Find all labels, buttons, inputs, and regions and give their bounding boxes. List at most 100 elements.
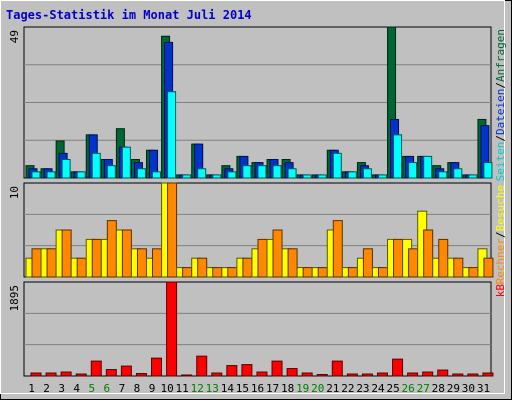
- chart-panels: 49 Seiten/Dateien/Anfragen 10 Rechner/Besuc…: [8, 26, 507, 377]
- bar-rechner-day-26: [408, 248, 419, 278]
- x-tick-label-day-31: 31: [477, 382, 490, 395]
- y-max-label: 10: [8, 186, 21, 199]
- x-tick-label-day-9: 9: [149, 382, 156, 395]
- x-tick-label-day-10: 10: [160, 382, 173, 395]
- x-tick-label-day-28: 28: [432, 382, 445, 395]
- x-tick-label-day-30: 30: [462, 382, 475, 395]
- bar-rechner-day-30: [468, 267, 479, 278]
- bar-kb-day-10: [166, 281, 178, 377]
- bar-seiten-day-25: [393, 134, 403, 179]
- x-tick-label-day-3: 3: [58, 382, 65, 395]
- bar-rechner-day-22: [347, 267, 358, 278]
- side-legend-part: kB: [494, 284, 507, 298]
- bar-rechner-day-6: [106, 220, 117, 278]
- side-legend-label: kB: [494, 284, 507, 298]
- bar-rechner-day-28: [438, 238, 449, 278]
- bar-seiten-day-17: [272, 165, 282, 179]
- bar-seiten-day-13: [212, 174, 222, 179]
- bar-seiten-day-21: [332, 152, 342, 179]
- bar-kb-day-6: [105, 369, 117, 377]
- bar-kb-day-30: [467, 373, 479, 377]
- chart-title: Tages-Statistik im Monat Juli 2014: [6, 8, 252, 22]
- bar-seiten-day-26: [408, 162, 418, 179]
- side-legend-part: /: [494, 231, 507, 238]
- bar-seiten-day-19: [302, 174, 312, 179]
- chart-inner-highlight: [0, 0, 505, 394]
- side-legend-part: Besuche: [494, 185, 507, 231]
- side-legend-label: Rechner/Besuche: [494, 185, 507, 284]
- bar-rechner-day-17: [272, 229, 283, 278]
- x-tick-label-day-4: 4: [73, 382, 80, 395]
- x-tick-label-day-17: 17: [266, 382, 279, 395]
- bar-rechner-day-16: [257, 238, 268, 278]
- bar-seiten-day-31: [483, 162, 493, 179]
- bar-rechner-day-27: [423, 229, 434, 278]
- bar-rechner-day-15: [242, 257, 253, 278]
- bar-kb-day-28: [437, 369, 449, 377]
- bar-seiten-day-6: [106, 165, 116, 179]
- bar-seiten-day-4: [76, 171, 86, 179]
- y-max-label: 1895: [8, 285, 21, 312]
- bar-rechner-day-24: [377, 267, 388, 278]
- x-tick-label-day-27: 27: [417, 382, 430, 395]
- bar-kb-day-1: [30, 372, 42, 377]
- bar-kb-day-2: [45, 372, 57, 377]
- x-tick-label-day-15: 15: [236, 382, 249, 395]
- bar-rechner-day-7: [121, 229, 132, 278]
- bar-seiten-day-11: [182, 174, 192, 179]
- x-tick-label-day-25: 25: [386, 382, 399, 395]
- x-tick-label-day-23: 23: [356, 382, 369, 395]
- side-legend-label: Seiten/Dateien/Anfragen: [494, 29, 507, 181]
- x-tick-label-day-24: 24: [371, 382, 385, 395]
- bar-rechner-day-18: [287, 248, 298, 278]
- bar-rechner-day-25: [393, 238, 404, 278]
- bar-seiten-day-12: [197, 168, 207, 179]
- bar-rechner-day-11: [182, 267, 193, 278]
- x-tick-label-day-12: 12: [191, 382, 204, 395]
- bar-seiten-day-3: [61, 159, 71, 179]
- bar-seiten-day-30: [468, 174, 478, 179]
- x-tick-label-day-29: 29: [447, 382, 460, 395]
- bar-kb-day-13: [211, 372, 223, 377]
- bar-rechner-day-23: [362, 248, 373, 278]
- bar-seiten-day-16: [257, 165, 267, 179]
- bar-seiten-day-27: [423, 155, 433, 179]
- x-tick-label-day-19: 19: [296, 382, 309, 395]
- bar-kb-day-22: [346, 373, 358, 377]
- bar-rechner-day-14: [227, 267, 238, 278]
- side-legend-part: Anfragen: [494, 29, 507, 82]
- bar-kb-day-24: [376, 372, 388, 377]
- bar-rechner-day-31: [483, 257, 494, 278]
- bar-kb-day-27: [422, 371, 434, 377]
- bar-kb-day-12: [196, 355, 208, 377]
- side-legend-part: Dateien: [494, 89, 507, 135]
- bar-kb-day-17: [271, 360, 283, 377]
- bar-rechner-day-10: [167, 182, 178, 278]
- bar-kb-day-8: [135, 373, 147, 377]
- bar-kb-day-26: [407, 372, 419, 377]
- bar-seiten-day-22: [347, 171, 357, 179]
- bar-rechner-day-29: [453, 257, 464, 278]
- bar-rechner-day-21: [332, 220, 343, 278]
- bar-rechner-day-8: [136, 248, 147, 278]
- y-max-label: 49: [8, 30, 21, 43]
- x-tick-label-day-18: 18: [281, 382, 294, 395]
- bar-seiten-day-15: [242, 165, 252, 179]
- side-legend-part: /: [494, 82, 507, 89]
- bar-kb-day-16: [256, 371, 268, 377]
- x-tick-label-day-13: 13: [206, 382, 219, 395]
- panel-hits: 49 Seiten/Dateien/Anfragen: [8, 26, 507, 181]
- x-tick-label-day-26: 26: [402, 382, 415, 395]
- bar-seiten-day-1: [31, 171, 41, 179]
- x-tick-label-day-20: 20: [311, 382, 324, 395]
- x-tick-label-day-7: 7: [119, 382, 126, 395]
- bar-kb-day-3: [60, 371, 72, 377]
- x-tick-label-day-11: 11: [176, 382, 189, 395]
- bar-kb-day-20: [316, 374, 328, 377]
- x-tick-label-day-21: 21: [326, 382, 339, 395]
- bar-kb-day-21: [331, 360, 343, 377]
- panel-frame: [23, 281, 492, 377]
- bar-kb-day-18: [286, 368, 298, 377]
- bar-seiten-day-20: [317, 174, 327, 179]
